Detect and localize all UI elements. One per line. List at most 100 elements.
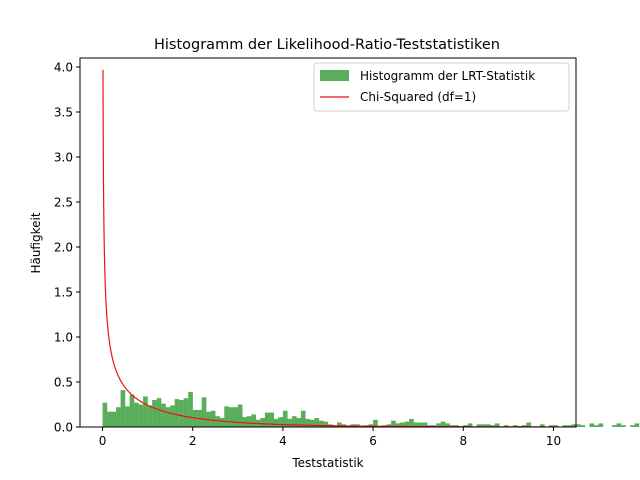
histogram-bar — [228, 407, 234, 427]
histogram-bar — [373, 419, 378, 427]
histogram-bar — [323, 421, 329, 427]
histogram-bar — [630, 425, 635, 427]
y-tick-label: 1.0 — [54, 331, 73, 345]
histogram-bar — [634, 423, 640, 427]
histogram-bar — [251, 414, 257, 427]
histogram-bar — [454, 425, 459, 427]
x-tick-label: 6 — [369, 434, 377, 448]
y-tick-label: 3.5 — [54, 106, 73, 120]
histogram-bar — [291, 416, 297, 427]
histogram-bar — [300, 410, 306, 427]
histogram-bar — [107, 411, 112, 427]
histogram-bar — [589, 423, 595, 427]
legend-histogram-swatch — [320, 70, 349, 81]
histogram-bar — [539, 424, 545, 427]
histogram-bar — [494, 423, 500, 427]
x-tick-label: 4 — [279, 434, 287, 448]
histogram-bar — [147, 405, 153, 427]
histogram-bar — [467, 423, 473, 427]
histogram-bar — [278, 417, 284, 427]
histogram-bar — [183, 398, 189, 427]
x-axis-label: Teststatistik — [291, 456, 363, 470]
histogram-bar — [391, 420, 396, 427]
histogram-bar — [566, 425, 572, 427]
histogram-bar — [174, 399, 180, 427]
histogram-bar — [170, 405, 175, 427]
x-tick-label: 10 — [546, 434, 561, 448]
histogram-bar — [134, 402, 139, 427]
histogram-bar — [463, 425, 468, 427]
histogram-bar — [598, 423, 604, 427]
x-tick-label: 0 — [99, 434, 107, 448]
y-tick-label: 3.0 — [54, 151, 73, 165]
y-tick-label: 4.0 — [54, 61, 73, 75]
y-axis: 0.0 0.5 1.0 1.5 2.0 2.5 3.0 3.5 4.0 — [54, 61, 80, 435]
histogram-bar — [449, 425, 455, 427]
histogram-bar — [165, 407, 171, 427]
histogram-bar — [188, 391, 193, 427]
histogram-bar — [318, 420, 324, 427]
histogram-bar — [210, 410, 216, 427]
histogram-bar — [521, 425, 527, 427]
histogram-bar — [161, 403, 166, 427]
histogram-bar — [215, 416, 220, 427]
legend-box — [313, 62, 570, 112]
histogram-bar — [120, 390, 126, 427]
histogram-bar — [503, 425, 509, 427]
histogram-bar — [409, 418, 414, 427]
x-axis: 0 2 4 6 8 10 — [99, 427, 561, 448]
histogram-bar — [386, 424, 392, 427]
y-tick-label: 2.0 — [54, 241, 73, 255]
histogram-bar — [179, 400, 184, 427]
histogram-bar — [246, 416, 252, 427]
y-axis-label: Häufigkeit — [29, 212, 43, 273]
histogram-bar — [612, 425, 617, 427]
histogram-bar — [224, 406, 229, 427]
histogram-bar — [305, 418, 311, 427]
histogram-bar — [621, 425, 626, 427]
histogram-bar — [436, 423, 441, 427]
histogram-bar — [562, 425, 568, 427]
histogram-bar — [269, 412, 275, 427]
histogram-bar — [476, 424, 482, 427]
y-tick-label: 1.5 — [54, 286, 73, 300]
histogram-bar — [138, 404, 144, 427]
histogram-bar — [418, 422, 423, 427]
histogram-bar — [512, 425, 518, 427]
histogram-bar — [152, 400, 157, 427]
histogram-bar — [237, 404, 243, 427]
histogram-bar — [287, 418, 293, 427]
histogram-bar — [422, 422, 428, 427]
y-tick-label: 2.5 — [54, 196, 73, 210]
x-tick-label: 8 — [459, 434, 467, 448]
histogram-bar — [548, 425, 554, 427]
histogram-bar — [526, 422, 532, 427]
histogram-bar — [616, 423, 622, 427]
histogram-bar — [553, 425, 559, 427]
histogram-bar — [233, 407, 238, 427]
histogram-bar — [242, 417, 247, 427]
histogram-bar — [314, 418, 320, 427]
histogram-bar — [337, 422, 342, 427]
histogram-bar — [395, 423, 401, 427]
histogram-bar — [102, 402, 108, 427]
histogram-bar — [219, 418, 225, 427]
histogram-bar — [116, 407, 121, 427]
histogram-bar — [111, 411, 117, 427]
histogram-bar — [156, 398, 162, 427]
legend: Histogramm der LRT-Statistik Chi-Squared… — [313, 62, 570, 112]
histogram-bar — [282, 410, 288, 427]
histogram-bar — [413, 422, 419, 427]
histogram-bar — [445, 423, 450, 427]
x-tick-label: 2 — [189, 434, 197, 448]
histogram-bar — [440, 421, 446, 427]
histogram-bar — [309, 419, 315, 427]
histogram-bar — [125, 406, 130, 427]
chart-title: Histogramm der Likelihood-Ratio-Teststat… — [154, 37, 500, 53]
histogram-bar — [594, 425, 599, 427]
y-tick-label: 0.5 — [54, 376, 73, 390]
legend-histogram-label: Histogramm der LRT-Statistik — [360, 69, 535, 83]
histogram-bar — [201, 397, 207, 427]
histogram-bar — [485, 424, 491, 427]
plot-frame — [79, 57, 577, 428]
